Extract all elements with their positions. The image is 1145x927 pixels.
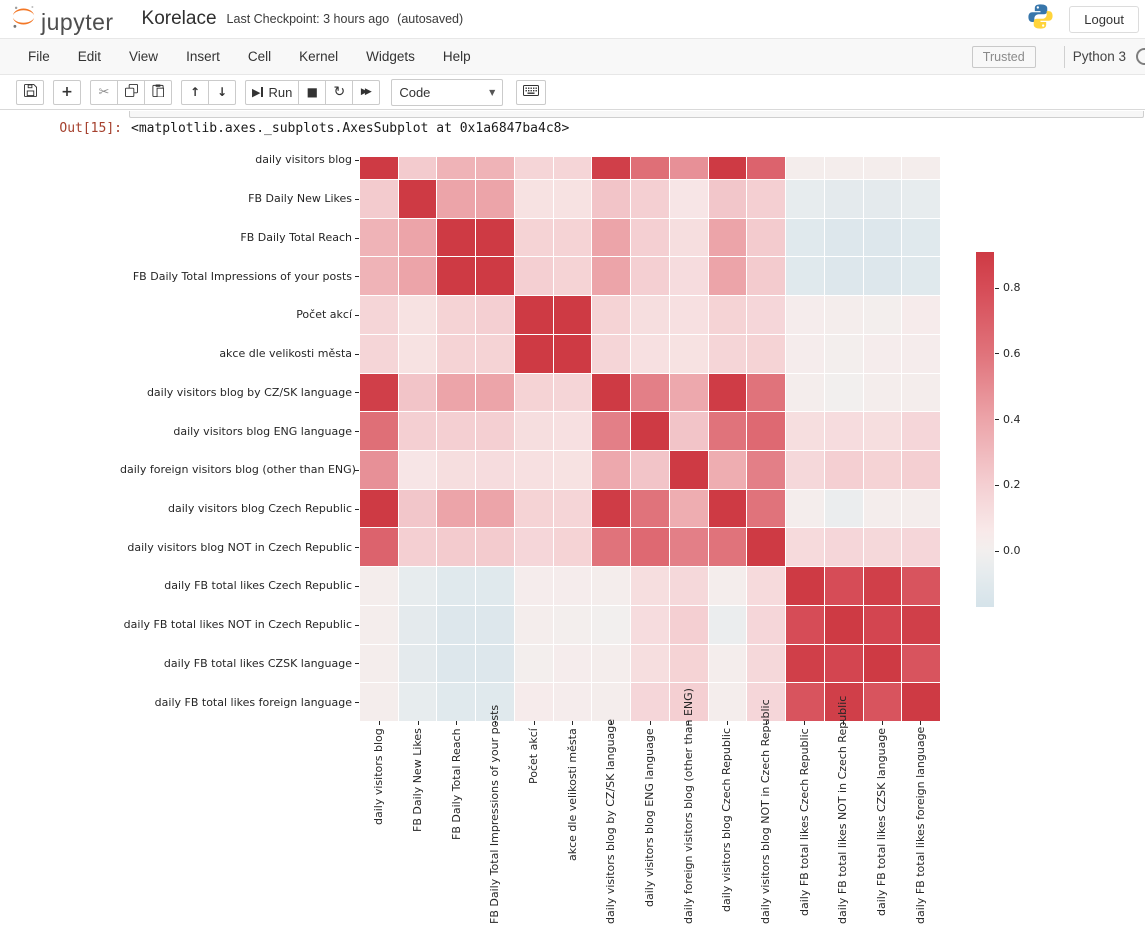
notebook-body: Out[15]: <matplotlib.axes._subplots.Axes…	[0, 110, 1145, 927]
cut-icon: ✂	[98, 84, 110, 100]
code-cell-bottom-edge[interactable]	[129, 111, 1144, 118]
menu-widgets[interactable]: Widgets	[366, 49, 415, 64]
move-cell-up-button[interactable]: ↑	[181, 79, 209, 105]
menu-file[interactable]: File	[28, 49, 50, 64]
logout-button[interactable]: Logout	[1069, 5, 1139, 33]
output-area: Out[15]: <matplotlib.axes._subplots.Axes…	[0, 121, 1145, 136]
run-label: Run	[268, 84, 293, 100]
cell-type-value: Code	[399, 84, 431, 100]
save-button[interactable]	[16, 79, 44, 105]
menu-edit[interactable]: Edit	[77, 49, 102, 64]
cell-type-select[interactable]: Code ▼	[391, 78, 504, 106]
toolbar: + ✂ ↑ ↓	[0, 75, 1145, 110]
chevron-down-icon: ▼	[489, 87, 496, 97]
restart-run-all-button[interactable]: ▶▶	[352, 79, 381, 105]
kernel-divider	[1063, 45, 1065, 68]
python-logo-icon	[1026, 2, 1055, 36]
menu-insert[interactable]: Insert	[186, 49, 220, 64]
keyboard-icon	[523, 85, 540, 99]
menu-view[interactable]: View	[129, 49, 159, 64]
restart-icon: ↻	[333, 84, 346, 100]
output-prompt: Out[15]:	[59, 121, 122, 136]
move-cell-down-button[interactable]: ↓	[208, 79, 236, 105]
menu-cell[interactable]: Cell	[247, 49, 272, 64]
jupyter-logo-text: jupyter	[41, 9, 114, 35]
menubar: File Edit View Insert Cell Kernel Widget…	[0, 39, 1145, 75]
restart-kernel-button[interactable]: ↻	[325, 79, 354, 105]
paste-cell-button[interactable]	[144, 79, 172, 105]
fast-forward-icon: ▶▶	[360, 86, 372, 97]
autosave-status: (autosaved)	[397, 12, 464, 26]
kernel-idle-icon	[1136, 48, 1145, 65]
stop-icon: ■	[306, 85, 318, 99]
jupyter-logo[interactable]: jupyter	[10, 3, 114, 35]
menu-kernel[interactable]: Kernel	[299, 49, 339, 64]
menu-help[interactable]: Help	[442, 49, 471, 64]
copy-cell-button[interactable]	[117, 79, 145, 105]
run-button[interactable]: ▶ Run	[245, 79, 300, 105]
output-text: <matplotlib.axes._subplots.AxesSubplot a…	[131, 121, 570, 136]
add-icon: +	[61, 84, 73, 100]
command-palette-button[interactable]	[516, 79, 547, 105]
cut-cell-button[interactable]: ✂	[90, 79, 118, 105]
arrow-down-icon: ↓	[216, 85, 228, 99]
run-icon: ▶	[252, 86, 263, 99]
trusted-badge[interactable]: Trusted	[971, 45, 1036, 68]
jupyter-planet-icon	[10, 3, 37, 35]
arrow-up-icon: ↑	[189, 85, 201, 99]
checkpoint-status: Last Checkpoint: 3 hours ago	[226, 12, 390, 26]
paste-icon	[152, 84, 165, 100]
add-cell-button[interactable]: +	[53, 79, 81, 105]
copy-icon	[124, 84, 138, 100]
menu-items: File Edit View Insert Cell Kernel Widget…	[14, 40, 485, 73]
notebook-title[interactable]: Korelace	[141, 8, 217, 29]
interrupt-kernel-button[interactable]: ■	[298, 79, 327, 105]
header: jupyter Korelace Last Checkpoint: 3 hour…	[0, 0, 1145, 39]
kernel-name: Python 3	[1072, 49, 1126, 64]
save-icon	[23, 84, 37, 100]
